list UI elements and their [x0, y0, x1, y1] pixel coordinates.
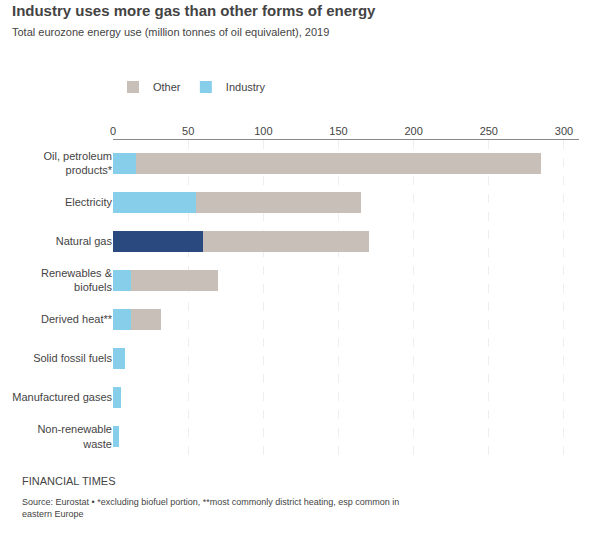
- svg-text:100: 100: [254, 125, 272, 137]
- svg-text:Industry: Industry: [226, 81, 266, 93]
- svg-text:Solid fossil fuels: Solid fossil fuels: [33, 352, 112, 364]
- svg-text:0: 0: [110, 125, 116, 137]
- svg-text:Non-renewablewaste: Non-renewablewaste: [37, 423, 112, 449]
- svg-text:50: 50: [182, 125, 194, 137]
- svg-text:Natural gas: Natural gas: [56, 235, 113, 247]
- svg-text:Industry uses more gas than ot: Industry uses more gas than other forms …: [12, 2, 376, 38]
- svg-text:250: 250: [480, 125, 498, 137]
- svg-text:Renewables &biofuels: Renewables &biofuels: [41, 267, 113, 293]
- svg-text:300: 300: [555, 125, 573, 137]
- svg-text:Other: Other: [153, 81, 181, 93]
- svg-text:Oil, petroleumproducts*: Oil, petroleumproducts*: [44, 150, 113, 176]
- svg-text:200: 200: [404, 125, 422, 137]
- svg-text:FINANCIAL TIMES: FINANCIAL TIMES: [22, 475, 116, 487]
- svg-text:Electricity: Electricity: [65, 196, 113, 208]
- svg-text:Manufactured gases: Manufactured gases: [12, 391, 112, 403]
- svg-text:Source: Eurostat • *excluding: Source: Eurostat • *excluding biofuel po…: [22, 497, 399, 519]
- svg-text:Derived heat**: Derived heat**: [41, 313, 113, 325]
- svg-text:150: 150: [329, 125, 347, 137]
